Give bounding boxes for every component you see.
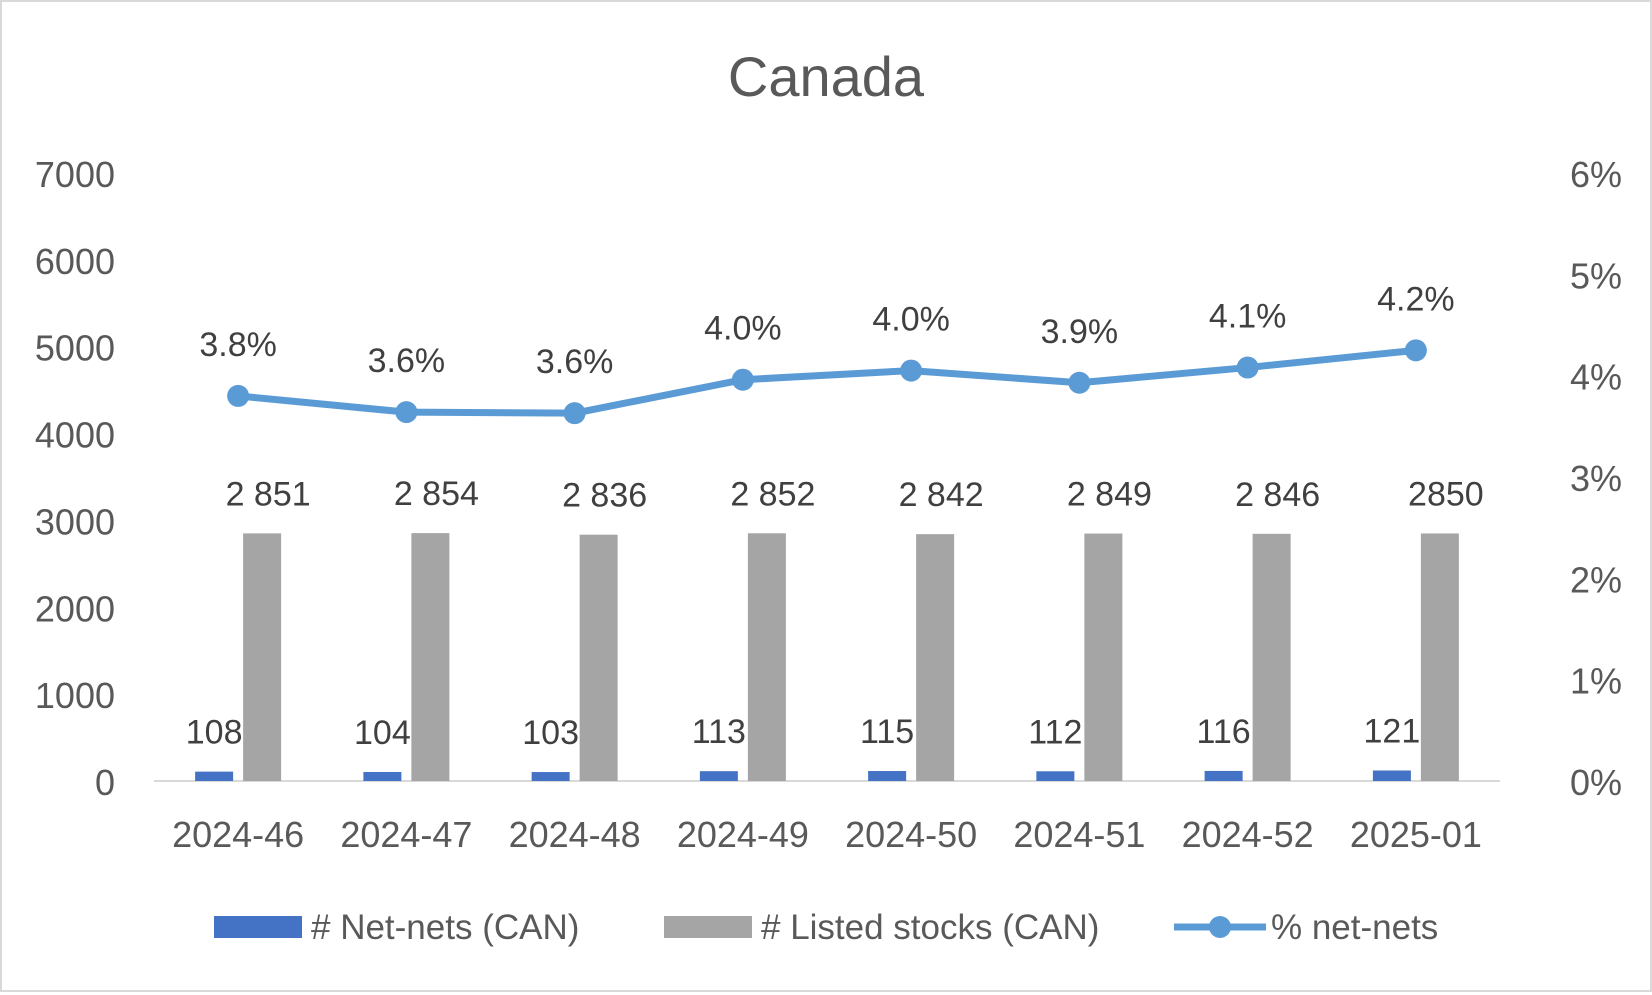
pct-net-nets-line xyxy=(237,346,1417,417)
net-nets-bar xyxy=(531,772,570,781)
pct-net-nets-point xyxy=(227,384,250,407)
x-axis-ticks: 2024-46 2024-47 2024-48 2024-49 2024-50 2024-… xyxy=(172,814,1482,855)
listed-stocks-data-label: 2 836 xyxy=(562,477,647,515)
listed-stocks-bar xyxy=(411,533,450,781)
pct-net-nets-point xyxy=(900,359,923,382)
left-axis-tick-label: 6000 xyxy=(35,241,115,282)
pct-net-nets-point xyxy=(1068,371,1091,394)
net-nets-data-label: 115 xyxy=(860,713,914,751)
x-axis-tick-label: 2024-49 xyxy=(677,814,809,855)
listed-stocks-bar xyxy=(747,533,786,781)
listed-stocks-bar xyxy=(1084,533,1123,781)
listed-stocks-data-label: 2 849 xyxy=(1067,476,1152,514)
bars-layer xyxy=(195,533,1459,781)
left-axis-tick-label: 0 xyxy=(95,762,115,803)
right-axis-tick-label: 4% xyxy=(1570,357,1622,398)
x-axis-tick-label: 2024-52 xyxy=(1182,814,1314,855)
pct-net-nets-point xyxy=(1236,356,1259,379)
x-axis-tick-label: 2025-01 xyxy=(1350,814,1482,855)
right-axis-tick-label: 2% xyxy=(1570,559,1622,600)
listed-stocks-data-label: 2 846 xyxy=(1235,476,1320,514)
listed-stocks-data-label: 2 851 xyxy=(226,475,311,513)
pct-net-nets-data-label: 4.2% xyxy=(1377,280,1455,318)
legend-bar-swatch xyxy=(214,916,302,938)
x-axis-tick-label: 2024-48 xyxy=(509,814,641,855)
x-axis-tick-label: 2024-47 xyxy=(340,814,472,855)
left-axis-ticks: 0 1000 2000 3000 4000 5000 6000 7000 xyxy=(35,154,115,803)
net-nets-bar xyxy=(195,771,234,781)
left-axis-tick-label: 2000 xyxy=(35,588,115,629)
net-nets-bar xyxy=(868,771,907,781)
right-axis-tick-label: 0% xyxy=(1570,762,1622,803)
legend-label: # Net-nets (CAN) xyxy=(311,908,579,947)
listed-stocks-bar xyxy=(579,534,618,781)
pct-net-nets-data-label: 3.9% xyxy=(1041,313,1119,351)
net-nets-data-label: 108 xyxy=(186,714,243,752)
pct-net-nets-data-label: 3.6% xyxy=(536,343,614,381)
listed-stocks-data-label: 2850 xyxy=(1408,475,1484,513)
data-labels-layer: 108 104 103 113 115 112 116 121 2 851 2 854 2 836 2… xyxy=(186,280,1484,752)
pct-net-nets-data-label: 3.6% xyxy=(368,342,446,380)
left-axis-tick-label: 5000 xyxy=(35,328,115,369)
right-axis-tick-label: 5% xyxy=(1570,255,1622,296)
pct-net-nets-data-label: 4.1% xyxy=(1209,298,1287,336)
chart-title: Canada xyxy=(728,45,925,108)
x-axis-tick-label: 2024-51 xyxy=(1013,814,1145,855)
net-nets-bar xyxy=(1372,770,1411,781)
legend: # Net-nets (CAN) # Listed stocks (CAN) % n… xyxy=(214,908,1438,947)
right-axis-tick-label: 6% xyxy=(1570,154,1622,195)
left-axis-tick-label: 3000 xyxy=(35,501,115,542)
net-nets-data-label: 113 xyxy=(692,713,746,751)
legend-label: % net-nets xyxy=(1271,908,1438,947)
legend-marker-swatch xyxy=(1209,916,1231,938)
pct-net-nets-point xyxy=(395,401,418,424)
listed-stocks-bar xyxy=(916,534,955,781)
net-nets-data-label: 121 xyxy=(1364,712,1421,750)
listed-stocks-data-label: 2 842 xyxy=(899,476,984,514)
net-nets-bar xyxy=(1204,770,1243,781)
pct-net-nets-point xyxy=(1404,339,1427,362)
left-axis-tick-label: 4000 xyxy=(35,415,115,456)
pct-net-nets-data-label: 4.0% xyxy=(704,310,782,348)
x-axis-tick-label: 2024-50 xyxy=(845,814,977,855)
left-axis-tick-label: 1000 xyxy=(35,675,115,716)
net-nets-data-label: 103 xyxy=(522,714,579,752)
left-axis-tick-label: 7000 xyxy=(35,154,115,195)
line-layer xyxy=(227,339,1427,425)
pct-net-nets-data-label: 4.0% xyxy=(872,301,950,339)
pct-net-nets-point xyxy=(563,402,586,425)
listed-stocks-data-label: 2 852 xyxy=(730,475,815,513)
net-nets-bar xyxy=(699,771,738,781)
right-axis-ticks: 0% 1% 2% 3% 4% 5% 6% xyxy=(1570,154,1622,803)
x-axis-tick-label: 2024-46 xyxy=(172,814,304,855)
net-nets-bar xyxy=(363,771,402,781)
net-nets-data-label: 104 xyxy=(354,714,411,752)
pct-net-nets-data-label: 3.8% xyxy=(199,326,277,364)
legend-bar-swatch xyxy=(664,916,752,938)
listed-stocks-data-label: 2 854 xyxy=(394,475,479,513)
legend-label: # Listed stocks (CAN) xyxy=(761,908,1099,947)
right-axis-tick-label: 1% xyxy=(1570,661,1622,702)
listed-stocks-bar xyxy=(243,533,282,781)
net-nets-bar xyxy=(1036,771,1075,781)
right-axis-tick-label: 3% xyxy=(1570,458,1622,499)
net-nets-data-label: 112 xyxy=(1028,713,1082,751)
listed-stocks-bar xyxy=(1420,533,1459,781)
net-nets-data-label: 116 xyxy=(1197,713,1251,751)
pct-net-nets-point xyxy=(731,368,754,391)
listed-stocks-bar xyxy=(1252,533,1291,781)
